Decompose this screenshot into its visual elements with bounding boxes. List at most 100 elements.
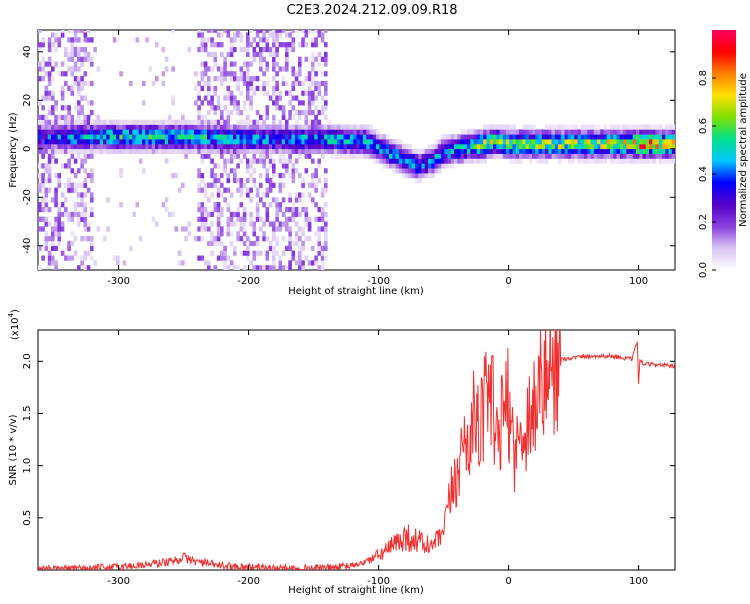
spectrogram-cell (229, 42, 234, 48)
spectrogram-cell (47, 110, 52, 116)
spectrogram-cell (233, 245, 237, 251)
spectrogram-cell (181, 114, 185, 120)
spectrogram-cell (434, 139, 439, 145)
spectrogram-cell (44, 143, 49, 150)
spectrogram-cell (41, 226, 45, 232)
spectrogram-cell (574, 134, 578, 140)
spectrogram-cell (350, 124, 354, 130)
spectrogram-cell (259, 47, 263, 53)
spectrogram-cell (327, 148, 331, 154)
spectrogram-cell (200, 100, 205, 106)
spectrogram-cell (70, 211, 75, 217)
spectrogram-cell (47, 221, 52, 227)
spectrogram-cell (285, 56, 289, 62)
spectrogram-cell (103, 134, 107, 140)
spectrogram-cell (70, 119, 75, 125)
spectrogram-cell (626, 148, 630, 154)
spectrogram-cell (610, 134, 614, 140)
spectrogram-cell (571, 158, 575, 164)
spectrogram-cell (662, 129, 666, 135)
spectrogram-cell (629, 124, 634, 130)
spectrogram-cell (616, 139, 621, 145)
spectrogram-cell (551, 139, 556, 145)
spectrogram-cell (57, 42, 62, 48)
spectrogram-cell (255, 202, 260, 208)
spectrogram-cell (395, 148, 400, 154)
spectrogram-cell (545, 158, 549, 164)
spectrogram-cell (83, 168, 88, 174)
spectrogram-cell (567, 134, 572, 140)
spectrogram-cell (207, 148, 211, 154)
spectrogram-cell (207, 66, 211, 72)
spectrogram-cell (129, 119, 133, 125)
spectrogram-cell (564, 134, 569, 140)
spectrogram-cell (93, 134, 97, 140)
spectrogram-cell (671, 158, 675, 164)
spectrogram-cell (200, 76, 205, 82)
y-tick-label: 1.0 (22, 458, 33, 474)
spectrogram-cell (541, 153, 546, 159)
spectrogram-cell (639, 134, 643, 140)
spectrogram-cell (67, 148, 71, 154)
spectrogram-cell (577, 134, 582, 140)
spectrogram-cell (155, 42, 159, 48)
spectrogram-cell (291, 177, 296, 184)
spectrogram-cell (220, 76, 224, 82)
spectrogram-cell (291, 124, 296, 130)
spectrogram-cell (233, 47, 237, 53)
spectrogram-cell (272, 114, 276, 120)
spectrogram-cell (623, 158, 627, 164)
spectrogram-cell (259, 114, 263, 120)
spectrogram-cell (291, 255, 296, 261)
spectrogram-cell (311, 148, 315, 154)
spectrogram-cell (320, 153, 325, 159)
spectrogram-cell (281, 163, 286, 169)
spectrogram-cell (145, 148, 149, 154)
spectrogram-cell (561, 129, 565, 135)
spectrogram-cell (428, 143, 432, 150)
spectrogram-cell (213, 90, 218, 96)
spectrogram-cell (476, 158, 481, 164)
spectrogram-cell (77, 211, 81, 217)
spectrogram-cell (259, 66, 263, 72)
spectrogram-cell (424, 173, 429, 179)
spectrogram-cell (171, 124, 175, 130)
spectrogram-cell (304, 134, 309, 140)
spectrogram-cell (90, 245, 94, 251)
spectrogram-cell (665, 148, 669, 154)
spectrogram-cell (285, 216, 289, 222)
spectrogram-cell (554, 148, 559, 154)
snr-scale-close: ) (10, 309, 21, 313)
spectrogram-cell (38, 245, 42, 251)
spectrogram-cell (288, 32, 292, 38)
spectrogram-cell (281, 124, 286, 130)
spectrogram-cell (229, 71, 234, 77)
spectrogram-cell (408, 163, 413, 169)
spectrogram-cell (67, 56, 71, 62)
spectrogram-cell (210, 173, 214, 179)
spectrogram-cell (590, 134, 595, 140)
spectrogram-cell (67, 124, 71, 130)
spectrogram-cell (246, 245, 250, 251)
spectrogram-cell (200, 37, 205, 43)
spectrogram-cell (645, 124, 650, 130)
spectrogram-cell (203, 139, 208, 145)
spectrogram-cell (639, 153, 643, 159)
spectrogram-cell (86, 139, 91, 145)
spectrogram-cell (207, 211, 211, 217)
spectrogram-cell (385, 163, 390, 169)
spectrogram-cell (135, 124, 140, 130)
spectrogram-cell (171, 66, 175, 72)
spectrogram-cell (112, 139, 117, 145)
spectrogram-cell (285, 143, 289, 150)
spectrogram-cell (138, 139, 143, 145)
spectrogram-cell (301, 245, 305, 251)
spectrogram-cell (142, 80, 146, 87)
spectrogram-cell (262, 134, 266, 140)
spectrogram-cell (223, 148, 227, 154)
spectrogram-cell (369, 143, 374, 150)
spectrogram-cell (649, 124, 653, 130)
spectrogram-cell (278, 255, 283, 261)
spectrogram-cell (210, 250, 214, 256)
spectrogram-cell (428, 153, 432, 159)
